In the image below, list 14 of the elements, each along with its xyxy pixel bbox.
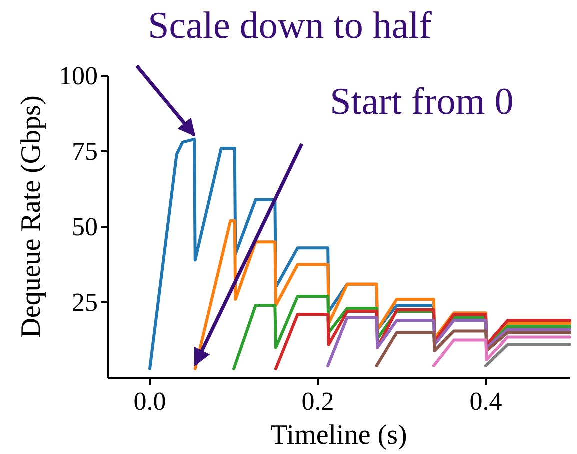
y-tick-label: 75 — [72, 137, 98, 166]
y-tick-label: 100 — [59, 62, 98, 90]
x-axis-title: Timeline (s) — [270, 420, 408, 451]
y-tick-label: 25 — [72, 288, 98, 317]
annotation: Scale down to half — [148, 5, 432, 47]
annotation: Start from 0 — [330, 81, 514, 123]
y-tick-label: 50 — [72, 212, 98, 242]
line-series — [432, 336, 572, 368]
x-tick-label: 0.2 — [302, 387, 334, 416]
x-tick-label: 0.0 — [134, 387, 166, 416]
x-tick-label: 0.4 — [470, 387, 502, 416]
line-series — [326, 316, 572, 368]
y-axis-title: Dequeue Rate (Gbps) — [16, 96, 47, 338]
line-series — [375, 330, 572, 368]
